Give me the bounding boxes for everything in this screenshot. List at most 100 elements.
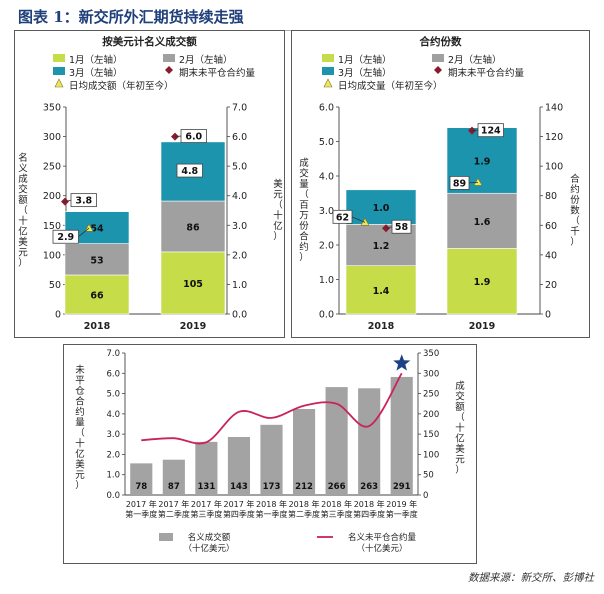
y2-tick-label: 300	[423, 369, 439, 379]
open-interest-label-box	[70, 193, 97, 208]
y2-tick-label: 3.0	[232, 221, 247, 232]
volume-bar	[390, 376, 413, 495]
data-label: 131	[198, 482, 216, 492]
data-label: 212	[295, 482, 313, 492]
daily-average-label: 89	[453, 178, 466, 189]
y-tick-label: 150	[43, 221, 61, 232]
open-interest-line	[141, 372, 403, 445]
daily-average-label-leader	[351, 216, 366, 223]
legend-triangle-icon	[323, 78, 333, 88]
legend-swatch-jan	[53, 54, 65, 62]
x-tick-label: 2017 年第一季度	[125, 499, 157, 519]
y2-tick-label: 80	[545, 191, 557, 202]
data-label: 1.2	[373, 241, 390, 252]
open-interest-label-box	[477, 123, 504, 138]
y-tick-label: 100	[43, 250, 61, 261]
daily-average-label-box	[449, 176, 470, 190]
y-tick-label: 4.0	[106, 410, 120, 420]
data-label: 53	[90, 255, 103, 266]
x-tick-label: 2019	[180, 321, 206, 332]
y2-tick-label: 60	[545, 221, 557, 232]
chart-title: 合约份数	[419, 36, 462, 48]
open-interest-label: 3.8	[75, 196, 92, 207]
data-label: 78	[135, 482, 147, 492]
data-label: 1.9	[474, 277, 491, 288]
volume-bar	[358, 388, 381, 495]
y-tick-label: 0.0	[106, 491, 120, 501]
y2-tick-label: 0.0	[232, 310, 247, 321]
daily-average-marker	[473, 177, 483, 186]
daily-average-label-leader	[78, 227, 90, 238]
data-label: 54	[90, 224, 104, 235]
data-label: 105	[183, 279, 203, 290]
y2-tick-label: 250	[423, 390, 439, 400]
data-label: 1.6	[474, 217, 491, 228]
y2-tick-label: 4.0	[232, 191, 247, 202]
data-label: 86	[186, 222, 200, 233]
y-tick-label: 300	[43, 132, 61, 143]
y2-tick-label: 120	[545, 132, 563, 143]
open-interest-label: 58	[395, 222, 409, 233]
y2-tick-label: 6.0	[232, 132, 247, 143]
daily-average-label-box	[332, 209, 353, 224]
volume-bar	[227, 436, 251, 495]
x-tick-label: 2017 年第四季度	[223, 499, 255, 519]
y2-axis-title: 合约份数（千）	[570, 173, 580, 248]
y-tick-label: 1.0	[106, 471, 120, 481]
data-label: 87	[168, 482, 180, 492]
volume-bar	[260, 424, 283, 495]
y2-tick-label: 2.0	[232, 250, 247, 261]
open-interest-label-leader	[174, 135, 182, 137]
y-tick-label: 3.0	[106, 430, 120, 440]
y-tick-label: 4.0	[319, 172, 334, 183]
legend-swatch-feb	[432, 54, 444, 62]
source-note: 数据来源：新交所、彭博社	[468, 572, 594, 584]
open-interest-label-leader	[64, 199, 72, 203]
data-label: 266	[328, 482, 346, 492]
y-tick-label: 5.0	[319, 137, 334, 148]
volume-bar	[292, 408, 316, 495]
daily-average-label-leader	[468, 182, 479, 184]
x-tick-label: 2018 年第四季度	[353, 499, 385, 519]
y-axis-title: 未平仓合约量（十亿美元）	[75, 364, 85, 492]
bar-segment	[446, 192, 518, 249]
y2-axis-title: 美元（十亿）	[273, 178, 283, 243]
daily-average-label-box	[176, 163, 203, 178]
data-label: 1.9	[474, 156, 491, 167]
y2-tick-label: 7.0	[232, 103, 247, 114]
data-label: 291	[393, 482, 411, 492]
open-interest-label-leader	[385, 226, 393, 229]
open-interest-label-box	[180, 129, 207, 143]
x-tick-label: 2017 年第三季度	[190, 499, 222, 519]
chart-panel-notional: 按美元计名义成交额 1月（左轴） 2月（左轴） 3月（左轴） 期末未平仓合约量 …	[14, 30, 285, 338]
x-tick-label: 2019 年第一季度	[386, 499, 418, 519]
data-label: 1.0	[373, 203, 390, 214]
figure-title: 图表 1：新交所外汇期货持续走强	[18, 8, 244, 26]
y-tick-label: 0	[55, 310, 61, 321]
y2-tick-label: 50	[423, 471, 434, 481]
y2-tick-label: 40	[545, 250, 557, 261]
legend-swatch-feb	[163, 54, 175, 62]
data-label: 1.4	[373, 286, 390, 297]
data-label: 143	[230, 482, 248, 492]
bar-segment	[64, 243, 130, 276]
y2-tick-label: 5.0	[232, 162, 247, 173]
volume-bar	[162, 459, 185, 495]
chart-title: 按美元计名义成交额	[102, 36, 197, 48]
y-tick-label: 200	[43, 191, 61, 202]
chart-plot-contracts: 0.0 1.0 2.0 3.0 4.0 5.0 6.0 0 20 40 60 80 100 120 140 成…	[299, 103, 580, 333]
chart-plot-notional: 0 50 100 150 200 250 300 350 0.0 1.0 2.0 3.0 4.0 5.0 6…	[18, 103, 283, 333]
legend-swatch-volume	[159, 533, 173, 541]
x-tick-label: 2018 年第一季度	[256, 499, 288, 519]
legend-diamond-icon	[434, 66, 442, 74]
chart-panel-contracts: 合约份数 1月（左轴） 2月（左轴） 3月（左轴） 期末未平仓合约量 日均成交量…	[291, 30, 590, 338]
y2-tick-label: 0	[545, 310, 551, 321]
y-tick-label: 250	[43, 162, 61, 173]
y-tick-label: 0.0	[319, 310, 334, 321]
y2-tick-label: 140	[545, 103, 563, 114]
y2-axis-title: 成交额（十亿美元）	[455, 380, 465, 476]
legend-swatch-jan	[322, 54, 334, 62]
y-tick-label: 5.0	[106, 390, 120, 400]
y-tick-label: 2.0	[106, 450, 120, 460]
volume-bar	[195, 441, 218, 495]
